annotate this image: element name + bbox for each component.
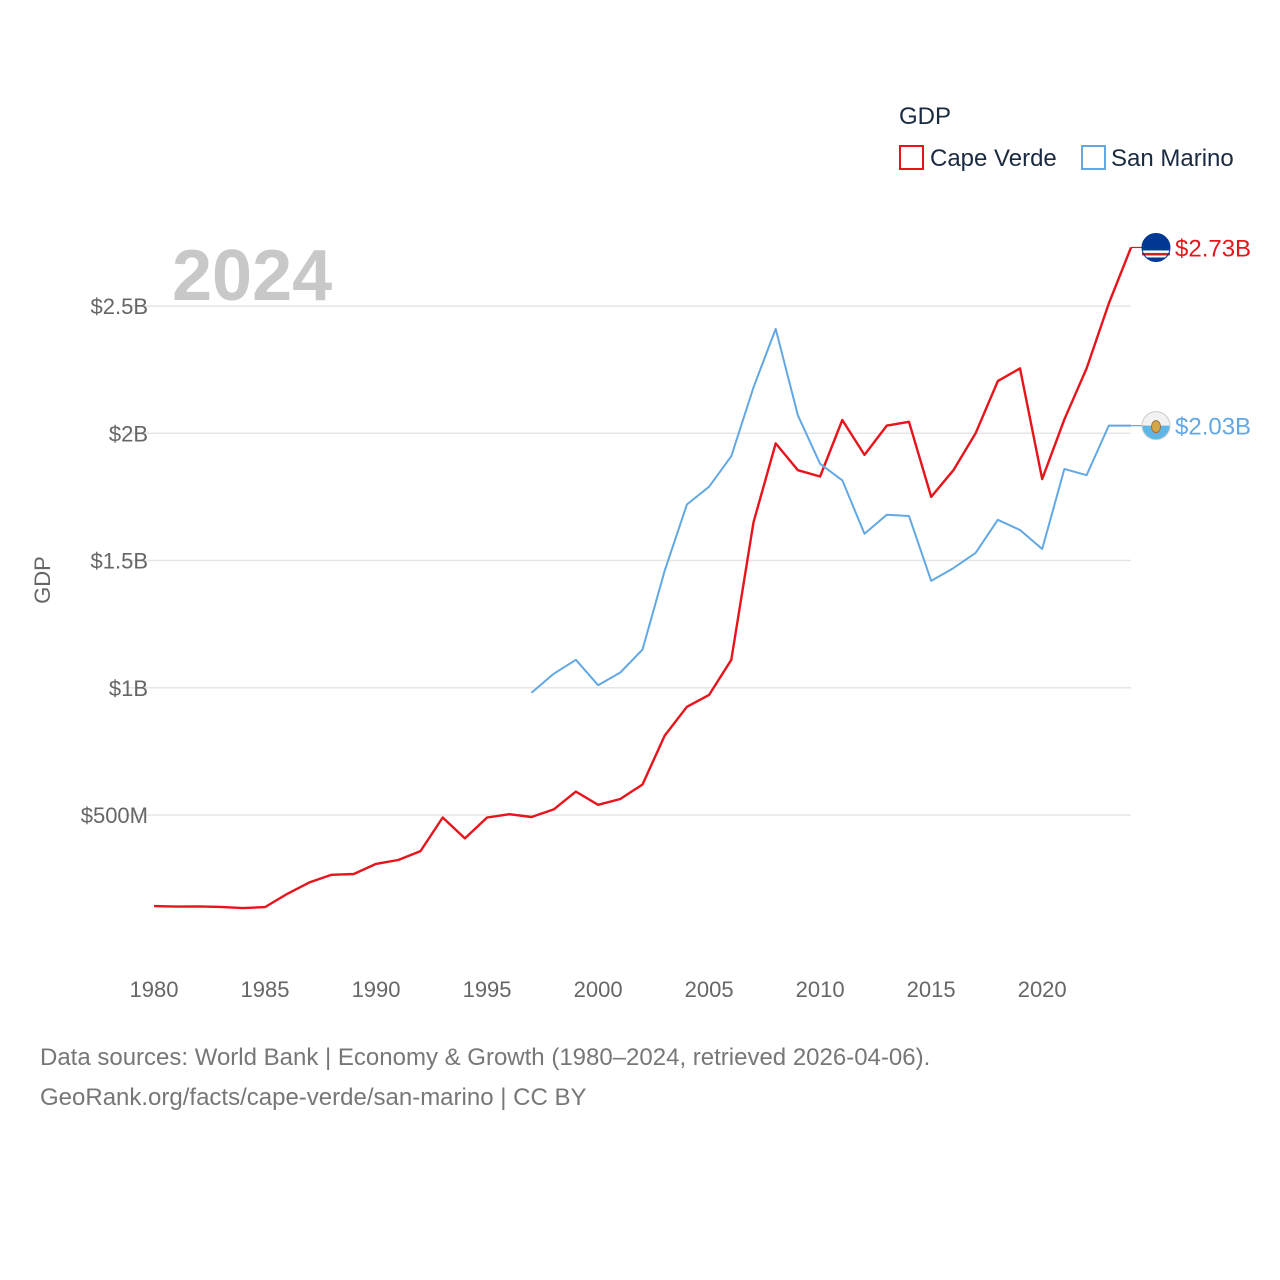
legend-swatch-cape-verde[interactable]	[899, 145, 924, 170]
source-link[interactable]: GeoRank.org/facts/cape-verde/san-marino …	[40, 1084, 587, 1111]
x-tick-label: 1995	[463, 977, 512, 1002]
legend-label-cape-verde[interactable]: Cape Verde	[930, 145, 1057, 172]
x-tick-label: 2010	[796, 977, 845, 1002]
x-tick-label: 2020	[1018, 977, 1067, 1002]
y-tick-label: $500M	[81, 803, 148, 828]
legend-label-san-marino[interactable]: San Marino	[1111, 145, 1234, 172]
y-tick-label: $2.5B	[91, 294, 149, 319]
x-tick-label: 1985	[241, 977, 290, 1002]
y-axis-title: GDP	[30, 556, 55, 604]
x-tick-label: 2000	[574, 977, 623, 1002]
y-tick-label: $2B	[109, 421, 148, 446]
source-note: Data sources: World Bank | Economy & Gro…	[40, 1044, 931, 1071]
legend-title: GDP	[899, 103, 951, 130]
cape-verde-flag-icon	[1141, 232, 1171, 262]
series-lines	[153, 247, 1133, 910]
gridlines	[125, 305, 1131, 816]
y-tick-label: $1B	[109, 676, 148, 701]
x-tick-label: 2015	[907, 977, 956, 1002]
x-tick-label: 1980	[130, 977, 179, 1002]
y-tick-label: $1.5B	[91, 549, 149, 574]
x-tick-label: 1990	[352, 977, 401, 1002]
legend: GDP Cape Verde San Marino	[899, 103, 1234, 172]
legend-swatch-san-marino[interactable]	[1081, 145, 1106, 170]
end-label-cape-verde: $2.73B	[1175, 235, 1251, 262]
x-axis-ticks: 1980 1985 1990 1995 2000 2005 2010 2015 2020	[130, 977, 1067, 1002]
series-line-san-marino[interactable]	[530, 327, 1132, 694]
end-label-san-marino: $2.03B	[1175, 414, 1251, 441]
san-marino-flag-icon	[1141, 411, 1171, 441]
year-watermark: 2024	[172, 236, 332, 316]
y-axis-ticks: $500M $1B $1.5B $2B $2.5B	[81, 294, 148, 828]
x-tick-label: 2005	[685, 977, 734, 1002]
series-line-cape-verde[interactable]	[153, 247, 1133, 910]
end-labels: $2.73B $2.03B	[1131, 232, 1251, 441]
